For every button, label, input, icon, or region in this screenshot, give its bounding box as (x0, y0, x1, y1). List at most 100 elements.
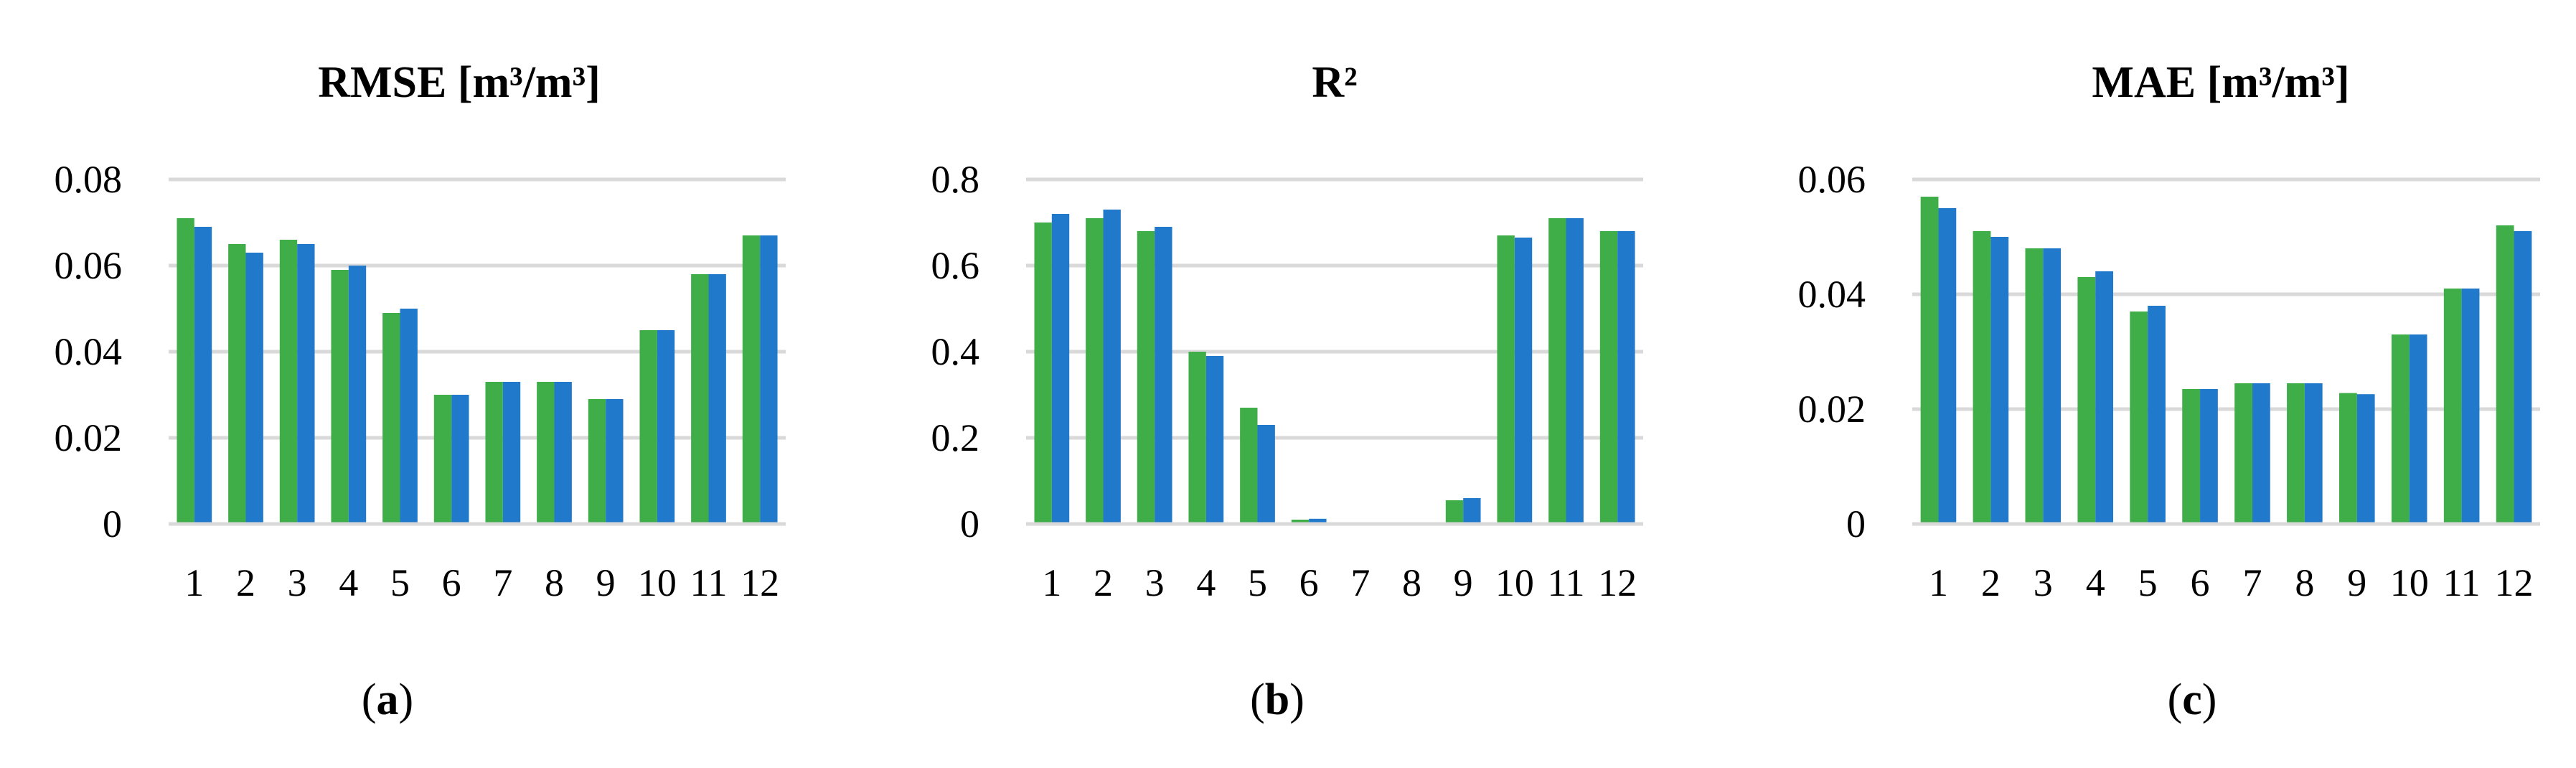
mae-bar-s1-6 (2182, 389, 2201, 524)
rmse-bar-s1-10 (639, 330, 657, 524)
r2-bar-s1-5 (1240, 408, 1258, 524)
rmse-bar-s2-5 (400, 309, 418, 524)
rmse-x-tick-label: 10 (638, 561, 677, 604)
r2-x-tick-label: 5 (1248, 561, 1267, 604)
rmse-bar-s2-4 (348, 266, 367, 524)
r2-x-tick-label: 11 (1548, 561, 1585, 604)
rmse-y-tick-label: 0.04 (55, 330, 123, 373)
mae-title: MAE [m³/m³] (2092, 58, 2349, 107)
mae-y-tick-label: 0.06 (1798, 158, 1866, 201)
mae-bar-s2-8 (2304, 383, 2323, 524)
mae-y-tick-label: 0.02 (1798, 388, 1866, 431)
r2-bar-s2-12 (1617, 231, 1635, 524)
r2-x-tick-label: 3 (1145, 561, 1165, 604)
mae-x-tick-label: 6 (2191, 561, 2210, 604)
mae-x-tick-label: 11 (2443, 561, 2481, 604)
r2-x-tick-label: 7 (1350, 561, 1370, 604)
r2-bar-s2-10 (1514, 238, 1533, 524)
mae-bar-s2-12 (2514, 231, 2532, 524)
rmse-x-tick-label: 2 (236, 561, 255, 604)
mae-bar-s1-5 (2130, 312, 2148, 524)
mae-bar-s2-9 (2356, 394, 2375, 524)
r2-bar-s2-9 (1463, 498, 1481, 524)
rmse-bar-s1-9 (588, 399, 606, 524)
chart-panel-r2: R² 0 0.2 0.4 0.6 0.8 1 2 3 4 5 6 7 8 9 10 11 12 (857, 0, 1719, 646)
rmse-bar-s1-2 (228, 244, 246, 524)
r2-bar-s1-9 (1445, 500, 1464, 524)
r2-bar-s2-2 (1103, 210, 1121, 524)
rmse-bar-s1-8 (537, 382, 555, 524)
mae-x-tick-label: 8 (2295, 561, 2314, 604)
rmse-y-tick-label: 0 (103, 502, 122, 545)
rmse-x-tick-label: 7 (493, 561, 512, 604)
r2-y-tick-label: 0 (960, 502, 979, 545)
caption-a-letter: a (376, 675, 399, 724)
rmse-bar-s2-9 (606, 399, 624, 524)
mae-bar-s2-2 (1990, 237, 2009, 524)
rmse-bar-s1-11 (691, 274, 709, 524)
rmse-bar-s1-3 (279, 240, 298, 524)
r2-x-tick-label: 10 (1495, 561, 1534, 604)
mae-x-tick-label: 12 (2495, 561, 2534, 604)
r2-x-tick-label: 12 (1598, 561, 1637, 604)
r2-y-tick-label: 0.2 (931, 416, 980, 459)
rmse-bar-s2-3 (297, 244, 315, 524)
rmse-x-tick-label: 1 (184, 561, 204, 604)
mae-bar-s2-3 (2043, 248, 2062, 524)
rmse-x-tick-label: 12 (741, 561, 779, 604)
r2-y-tick-label: 0.6 (931, 244, 980, 287)
r2-bar-s1-1 (1034, 223, 1052, 524)
chart-panel-mae: MAE [m³/m³] 0 0.02 0.04 0.06 1 2 3 4 5 6 7 8 9 10 11 12 (1715, 0, 2576, 646)
rmse-x-tick-label: 8 (545, 561, 564, 604)
chart-panel-rmse: RMSE [m³/m³] 0 0.02 0.04 0.06 0.08 1 2 3 4 5 6 7 8 9 10… (0, 0, 861, 646)
rmse-bar-s2-11 (708, 274, 726, 524)
rmse-bar-s2-1 (194, 227, 212, 524)
r2-x-tick-label: 2 (1094, 561, 1113, 604)
rmse-bar-s2-2 (245, 253, 263, 524)
mae-bar-s2-5 (2148, 306, 2166, 524)
r2-bar-s1-2 (1086, 218, 1104, 524)
r2-bar-s2-1 (1051, 214, 1070, 524)
mae-x-tick-label: 10 (2390, 561, 2429, 604)
rmse-bar-s1-1 (177, 218, 194, 524)
rmse-chart-svg: RMSE [m³/m³]00.020.040.060.081 2 3 4 5 6 7 8 9 10… (55, 58, 786, 604)
mae-bar-s1-2 (1973, 231, 1991, 524)
r2-bar-s2-3 (1155, 227, 1172, 524)
rmse-x-tick-label: 6 (442, 561, 461, 604)
caption-c: (c) (2167, 675, 2217, 724)
mae-x-tick-label: 1 (1929, 561, 1948, 604)
mae-bar-s2-11 (2461, 289, 2480, 524)
r2-bar-s1-4 (1188, 352, 1206, 524)
rmse-x-tick-label: 5 (390, 561, 410, 604)
r2-bar-s2-5 (1257, 425, 1275, 524)
r2-x-tick-label: 9 (1454, 561, 1473, 604)
r2-x-tick-label: 4 (1196, 561, 1216, 604)
mae-bar-s2-10 (2409, 334, 2427, 524)
mae-bar-s1-8 (2287, 383, 2305, 524)
mae-y-tick-label: 0 (1846, 502, 1866, 545)
mae-x-tick-label: 4 (2086, 561, 2105, 604)
rmse-x-tick-label: 9 (596, 561, 616, 604)
rmse-x-tick-label: 3 (288, 561, 307, 604)
mae-bar-s1-11 (2443, 289, 2462, 524)
rmse-x-tick-label: 11 (690, 561, 728, 604)
caption-b-letter: b (1264, 675, 1290, 724)
mae-chart-svg: MAE [m³/m³]00.020.040.061 2 3 4 5 6 7 8 9 10 11 12 (1798, 58, 2540, 604)
r2-bar-s1-6 (1291, 520, 1310, 524)
rmse-title: RMSE [m³/m³] (318, 58, 601, 107)
caption-c-letter: c (2182, 675, 2202, 724)
r2-bar-s1-10 (1497, 235, 1515, 524)
r2-y-tick-label: 0.8 (931, 158, 980, 201)
r2-bar-s1-11 (1548, 218, 1566, 524)
r2-x-tick-label: 8 (1402, 561, 1421, 604)
mae-x-tick-label: 7 (2242, 561, 2262, 604)
caption-b: (b) (1250, 675, 1305, 724)
mae-x-tick-label: 3 (2034, 561, 2053, 604)
mae-bar-s1-10 (2391, 334, 2410, 524)
mae-bar-s2-6 (2200, 389, 2218, 524)
rmse-bar-s2-12 (760, 235, 778, 524)
r2-bar-s2-4 (1205, 356, 1224, 524)
caption-a: (a) (361, 675, 414, 724)
rmse-bar-s1-12 (742, 235, 761, 524)
mae-bar-s2-7 (2252, 383, 2270, 524)
